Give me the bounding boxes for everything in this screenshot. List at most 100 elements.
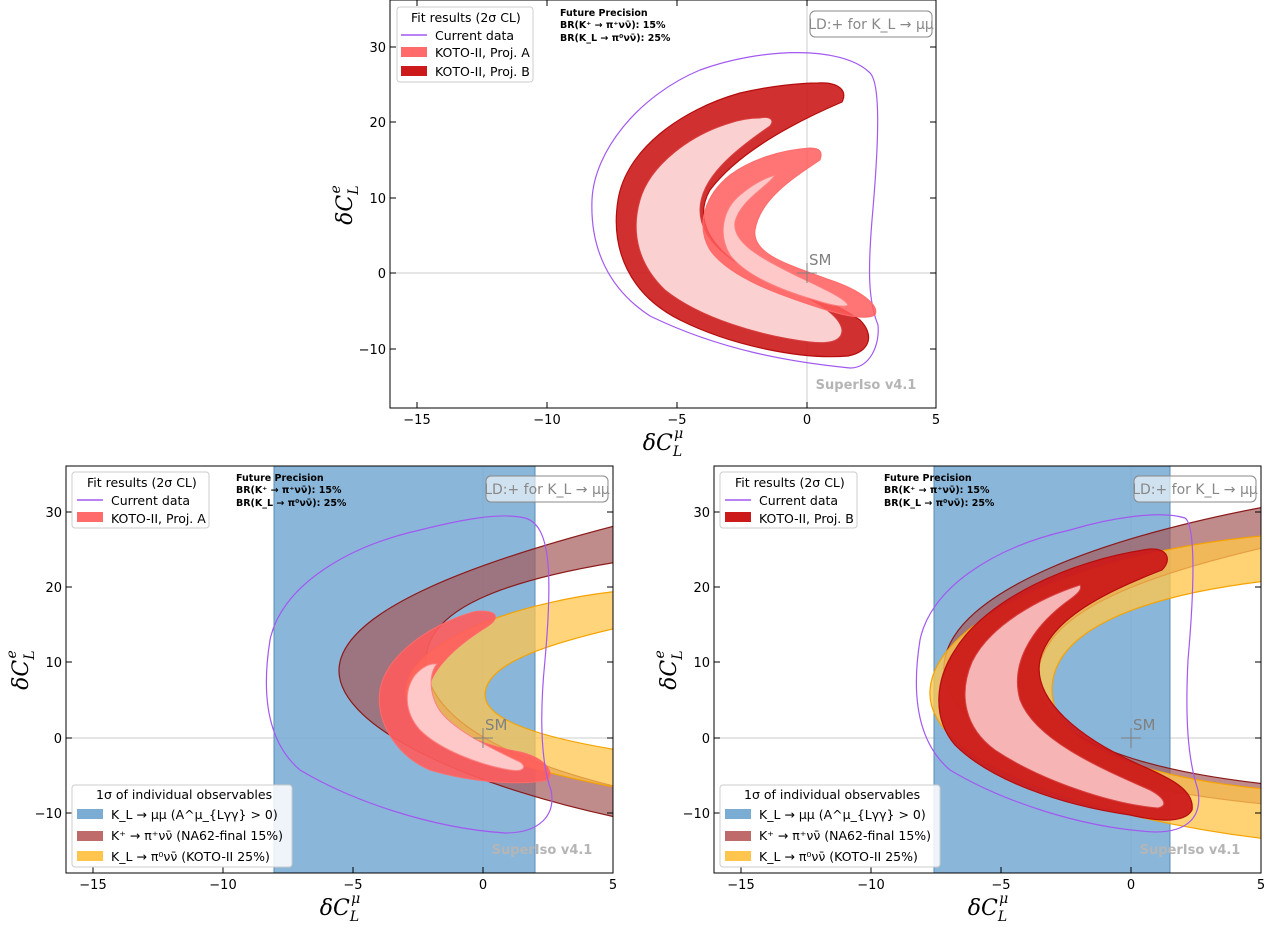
legend-title: Fit results (2σ CL) bbox=[735, 475, 845, 490]
obs-legend-title: 1σ of individual observables bbox=[744, 787, 920, 802]
y-axis: 30 20 10 0 −10 bbox=[35, 506, 613, 822]
svg-text:BR(K_L → π⁰νν̄): 25%: BR(K_L → π⁰νν̄): 25% bbox=[884, 498, 995, 509]
obs-legend-entry: K_L → μμ (A^μ_{Lγγ} > 0) bbox=[111, 807, 278, 822]
watermark: SuperIso v4.1 bbox=[492, 843, 593, 858]
current-data-contour bbox=[265, 515, 553, 834]
ytick-label: 30 bbox=[693, 506, 710, 521]
svg-text:LD:+ for K_L → μμ: LD:+ for K_L → μμ bbox=[484, 482, 610, 498]
svg-text:LD:+ for K_L → μμ: LD:+ for K_L → μμ bbox=[1132, 482, 1258, 498]
legend-swatch-koto-b bbox=[725, 512, 751, 522]
ytick-label: 0 bbox=[378, 267, 386, 282]
plot-frame bbox=[713, 465, 1262, 874]
legend-swatch-koto-a bbox=[401, 47, 427, 57]
obs-legend-entry: K_L → π⁰νν̄ (KOTO-II 25%) bbox=[759, 849, 918, 864]
legend: Fit results (2σ CL) Current data KOTO-II… bbox=[396, 6, 534, 83]
y-axis-label: δCLe bbox=[652, 650, 686, 690]
ytick-label: −10 bbox=[35, 807, 62, 822]
obs-legend-entry: K_L → μμ (A^μ_{Lγγ} > 0) bbox=[759, 807, 926, 822]
xtick-label: 5 bbox=[932, 413, 940, 428]
watermark: SuperIso v4.1 bbox=[1140, 843, 1241, 858]
ytick-label: 30 bbox=[369, 41, 386, 56]
xtick-label: 0 bbox=[479, 878, 487, 893]
xtick-label: −5 bbox=[343, 878, 362, 893]
sm-marker bbox=[797, 263, 817, 283]
ytick-label: 20 bbox=[45, 581, 62, 596]
legend-entry: KOTO-II, Proj. A bbox=[435, 45, 530, 60]
svg-text:BR(K⁺ → π⁺νν̄): 15%: BR(K⁺ → π⁺νν̄): 15% bbox=[236, 485, 342, 496]
xtick-label: 0 bbox=[803, 413, 811, 428]
legend-swatch-klmumu bbox=[725, 809, 751, 819]
legend-entry: KOTO-II, Proj. B bbox=[759, 511, 854, 526]
legend-swatch-klpinunu bbox=[725, 851, 751, 861]
svg-text:δCLe: δCLe bbox=[652, 650, 686, 690]
svg-text:δCLe: δCLe bbox=[4, 650, 38, 690]
sm-label: SM bbox=[1133, 716, 1155, 734]
future-precision-note: Future Precision BR(K⁺ → π⁺νν̄): 15% BR(… bbox=[884, 473, 995, 509]
legend-swatch-kpinunu bbox=[725, 831, 751, 841]
x-axis-label: δCLμ bbox=[968, 891, 1008, 925]
svg-text:Future Precision: Future Precision bbox=[236, 473, 324, 484]
y-axis: 30 20 10 0 −10 bbox=[359, 41, 936, 358]
watermark: SuperIso v4.1 bbox=[816, 378, 917, 393]
obs-legend-title: 1σ of individual observables bbox=[96, 787, 272, 802]
legend: Fit results (2σ CL) Current data KOTO-II… bbox=[719, 471, 858, 529]
xtick-label: −5 bbox=[991, 878, 1010, 893]
svg-text:δCLe: δCLe bbox=[328, 185, 362, 225]
legend-swatch-kpinunu bbox=[77, 831, 103, 841]
obs-legend-entry: K⁺ → π⁺νν̄ (NA62-final 15%) bbox=[111, 828, 283, 843]
legend-swatch-klmumu bbox=[77, 809, 103, 819]
koto-a-inner bbox=[722, 174, 849, 307]
ytick-label: 10 bbox=[45, 656, 62, 671]
ytick-label: 10 bbox=[693, 656, 710, 671]
legend-entry: Current data bbox=[111, 493, 190, 508]
future-precision-note: Future Precision BR(K⁺ → π⁺νν̄): 15% BR(… bbox=[236, 473, 347, 509]
xtick-label: −5 bbox=[667, 413, 686, 428]
panel-bottom-left: SM 30 20 10 0 −10 −15 −10 −5 0 5 δC bbox=[4, 465, 617, 925]
legend-title: Fit results (2σ CL) bbox=[411, 10, 521, 25]
legend-title: Fit results (2σ CL) bbox=[87, 475, 197, 490]
x-axis: −15 −10 −5 0 5 bbox=[727, 867, 1265, 893]
ytick-label: −10 bbox=[683, 807, 710, 822]
x-axis-label: δCLμ bbox=[320, 891, 360, 925]
plot-frame bbox=[65, 465, 614, 874]
xtick-label: −15 bbox=[79, 878, 106, 893]
xtick-label: 5 bbox=[609, 878, 617, 893]
x-axis: −15 −10 −5 0 5 bbox=[79, 867, 617, 893]
ld-label-box: LD:+ for K_L → μμ bbox=[1132, 475, 1258, 503]
svg-text:Future Precision: Future Precision bbox=[560, 8, 648, 19]
y-axis-label: δCLe bbox=[4, 650, 38, 690]
legend-swatch-koto-a bbox=[77, 512, 103, 522]
xtick-label: −10 bbox=[209, 878, 236, 893]
y-axis-label: δCLe bbox=[328, 185, 362, 225]
observables-legend: 1σ of individual observables K_L → μμ (A… bbox=[71, 784, 293, 868]
legend-entry: KOTO-II, Proj. B bbox=[435, 64, 530, 79]
koto-b-inner bbox=[964, 584, 1165, 809]
koto-a-region bbox=[378, 610, 551, 784]
sm-label: SM bbox=[809, 251, 831, 269]
ld-label-box: LD:+ for K_L → μμ bbox=[808, 10, 934, 38]
svg-text:Future Precision: Future Precision bbox=[884, 473, 972, 484]
svg-text:BR(K_L → π⁰νν̄): 25%: BR(K_L → π⁰νν̄): 25% bbox=[236, 498, 347, 509]
ld-label-box: LD:+ for K_L → μμ bbox=[484, 475, 610, 503]
xtick-label: −10 bbox=[533, 413, 560, 428]
current-data-contour bbox=[915, 514, 1200, 833]
observables-legend: 1σ of individual observables K_L → μμ (A… bbox=[719, 784, 941, 868]
koto-b-inner bbox=[635, 117, 843, 344]
obs-legend-entry: K_L → π⁰νν̄ (KOTO-II 25%) bbox=[111, 849, 270, 864]
legend-entry: KOTO-II, Proj. A bbox=[111, 511, 206, 526]
svg-text:BR(K⁺ → π⁺νν̄): 15%: BR(K⁺ → π⁺νν̄): 15% bbox=[560, 20, 666, 31]
legend: Fit results (2σ CL) Current data KOTO-II… bbox=[71, 471, 210, 529]
sm-label: SM bbox=[485, 716, 507, 734]
x-axis: −15 −10 −5 0 5 bbox=[403, 0, 940, 428]
xtick-label: −10 bbox=[857, 878, 884, 893]
ytick-label: 20 bbox=[693, 581, 710, 596]
xtick-label: 5 bbox=[1257, 878, 1265, 893]
legend-swatch-klpinunu bbox=[77, 851, 103, 861]
current-data-contour bbox=[591, 52, 879, 369]
legend-entry: Current data bbox=[759, 493, 838, 508]
koto-a-inner bbox=[406, 663, 525, 771]
ytick-label: 30 bbox=[45, 506, 62, 521]
obs-legend-entry: K⁺ → π⁺νν̄ (NA62-final 15%) bbox=[759, 828, 931, 843]
future-precision-note: Future Precision BR(K⁺ → π⁺νν̄): 15% BR(… bbox=[560, 8, 671, 44]
